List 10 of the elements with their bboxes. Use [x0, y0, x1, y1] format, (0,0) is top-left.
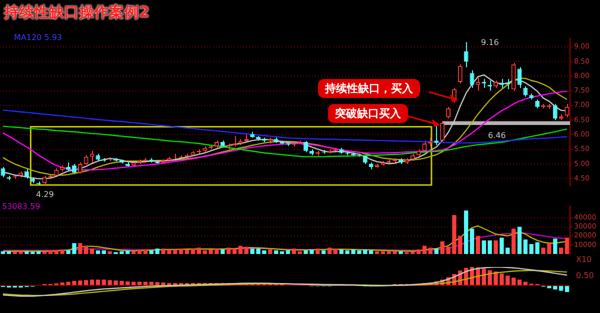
- annotation: 突破缺口买入: [328, 104, 408, 123]
- annotation: MA120 5.93: [14, 33, 62, 42]
- annotation: 持续性缺口，买入: [318, 79, 420, 98]
- text: 0.50: [576, 271, 594, 280]
- annotation: 53083.59: [2, 202, 40, 211]
- annotation: 6.46: [488, 131, 506, 140]
- text: X10: [576, 255, 592, 264]
- chart-title: 持续性缺口操作案例2: [4, 3, 150, 22]
- annotation: 9.16: [481, 38, 499, 47]
- text: 4.29: [36, 190, 54, 199]
